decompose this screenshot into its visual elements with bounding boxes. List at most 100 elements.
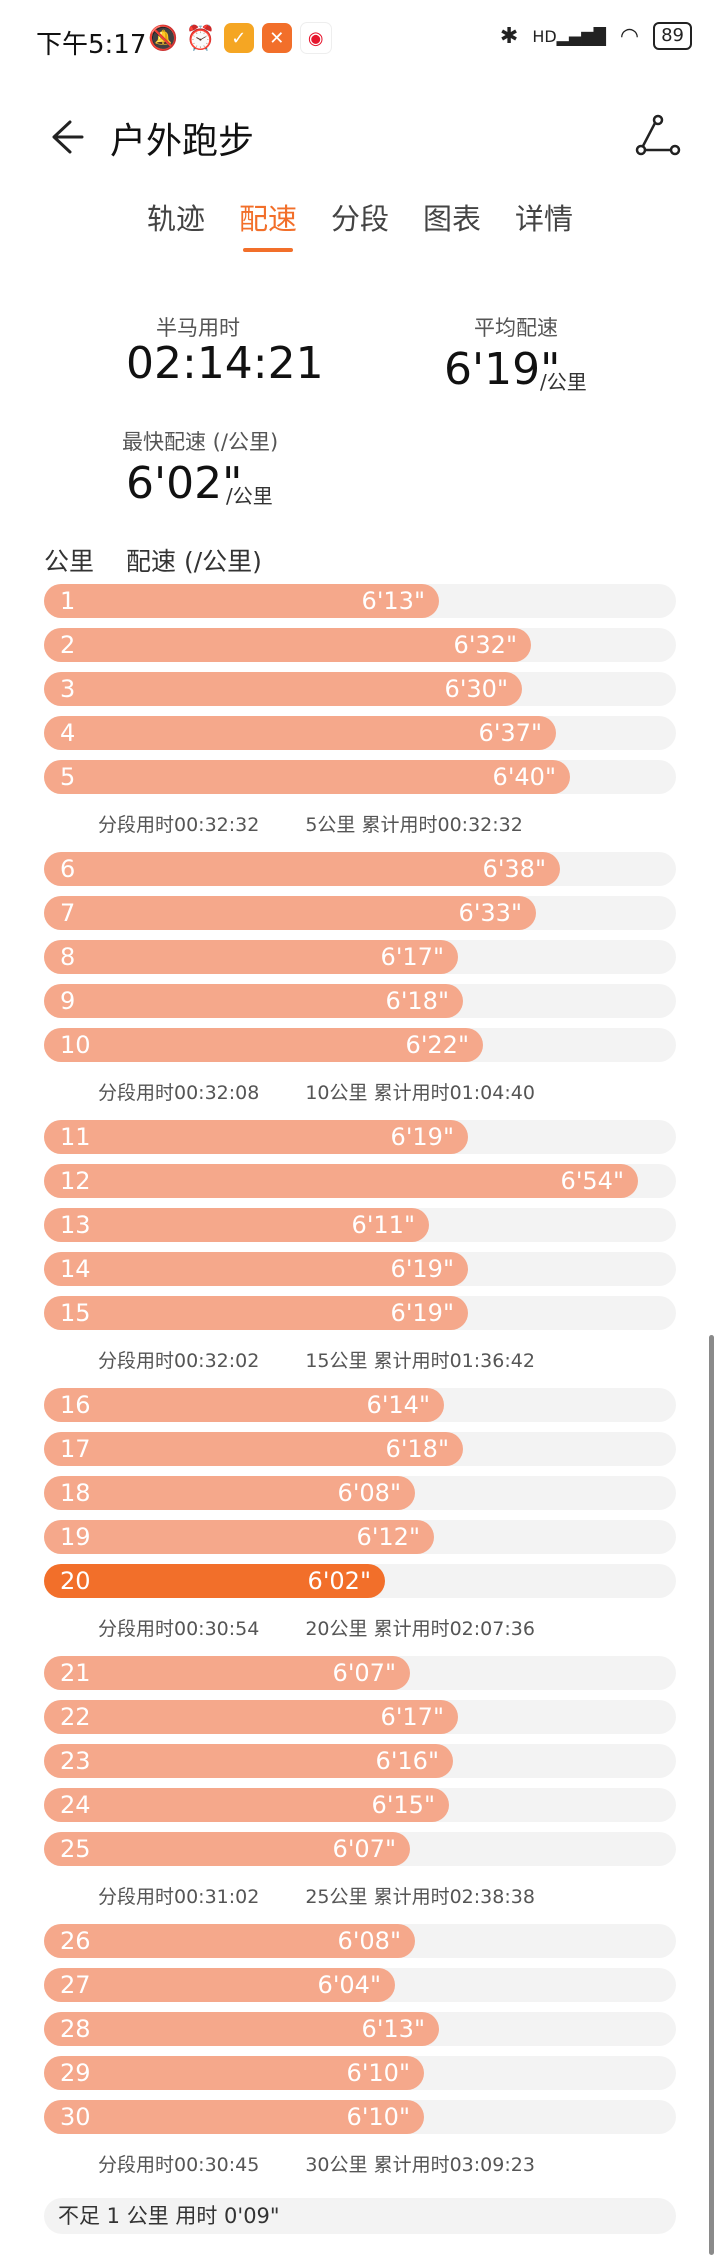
segment-km-mark: 20公里 — [305, 1618, 368, 1640]
split-row[interactable]: 11 6'19" — [44, 1120, 676, 1154]
split-row[interactable]: 12 6'54" — [44, 1164, 676, 1198]
split-row[interactable]: 8 6'17" — [44, 940, 676, 974]
pace-bar: 16 6'14" — [44, 1388, 444, 1422]
split-pace: 6'17" — [380, 943, 444, 971]
split-pace: 6'10" — [346, 2103, 410, 2131]
segment-cumulative: 累计用时01:36:42 — [373, 1350, 535, 1372]
split-row[interactable]: 30 6'10" — [44, 2100, 676, 2134]
split-pace: 6'04" — [317, 1971, 381, 1999]
split-row[interactable]: 18 6'08" — [44, 1476, 676, 1510]
split-km: 27 — [60, 1971, 91, 1999]
fastest-pace-value: 6'02" — [126, 458, 243, 509]
split-row[interactable]: 29 6'10" — [44, 2056, 676, 2090]
pace-bar: 24 6'15" — [44, 1788, 449, 1822]
split-km: 3 — [60, 675, 76, 703]
tab-track[interactable]: 轨迹 — [146, 202, 205, 236]
split-km: 23 — [60, 1747, 91, 1775]
split-row[interactable]: 25 6'07" — [44, 1832, 676, 1866]
weibo-icon: ◉ — [299, 22, 332, 54]
segment-time: 分段用时00:32:02 — [98, 1350, 260, 1372]
split-km: 30 — [60, 2103, 91, 2131]
split-row[interactable]: 20 6'02" — [44, 1564, 676, 1598]
split-pace: 6'10" — [346, 2059, 410, 2087]
split-km: 28 — [60, 2015, 91, 2043]
split-row[interactable]: 3 6'30" — [44, 672, 676, 706]
segment-cumulative: 累计用时02:07:36 — [373, 1618, 535, 1640]
split-row[interactable]: 28 6'13" — [44, 2012, 676, 2046]
pace-bar: 1 6'13" — [44, 584, 439, 618]
back-arrow-icon[interactable] — [40, 112, 90, 162]
alarm-icon: ⏰ — [185, 24, 216, 52]
split-row[interactable]: 27 6'04" — [44, 1968, 676, 2002]
pace-bar: 4 6'37" — [44, 716, 556, 750]
tab-pace[interactable]: 配速 — [239, 196, 297, 252]
split-row[interactable]: 1 6'13" — [44, 584, 676, 618]
split-km: 15 — [60, 1299, 91, 1327]
segment-time: 分段用时00:32:08 — [98, 1082, 260, 1104]
pace-bar: 27 6'04" — [44, 1968, 395, 2002]
split-row[interactable]: 17 6'18" — [44, 1432, 676, 1466]
split-row[interactable]: 4 6'37" — [44, 716, 676, 750]
split-pace: 6'12" — [356, 1523, 420, 1551]
split-row[interactable]: 24 6'15" — [44, 1788, 676, 1822]
mute-bell-icon: 🔕 — [148, 24, 178, 52]
pace-bar: 28 6'13" — [44, 2012, 439, 2046]
split-km: 24 — [60, 1791, 91, 1819]
tab-bar: 轨迹 配速 分段 图表 详情 — [0, 196, 720, 252]
split-row[interactable]: 19 6'12" — [44, 1520, 676, 1554]
pace-bar: 29 6'10" — [44, 2056, 424, 2090]
pace-bar: 10 6'22" — [44, 1028, 483, 1062]
split-km: 7 — [60, 899, 76, 927]
avg-pace-unit: /公里 — [540, 370, 587, 394]
split-row[interactable]: 15 6'19" — [44, 1296, 676, 1330]
split-row[interactable]: 5 6'40" — [44, 760, 676, 794]
notification-icons: 🔕 ⏰ ✓ ✕ ◉ — [148, 22, 332, 54]
split-row[interactable]: 9 6'18" — [44, 984, 676, 1018]
split-row[interactable]: 21 6'07" — [44, 1656, 676, 1690]
segment-summary: 分段用时00:32:32 5公里 累计用时00:32:32 — [98, 810, 523, 837]
split-pace: 6'19" — [390, 1255, 454, 1283]
network-type: HD — [532, 26, 557, 46]
pace-bar: 26 6'08" — [44, 1924, 415, 1958]
segment-cumulative: 累计用时03:09:23 — [373, 2154, 535, 2176]
split-km: 9 — [60, 987, 76, 1015]
split-row[interactable]: 16 6'14" — [44, 1388, 676, 1422]
tab-charts[interactable]: 图表 — [423, 202, 482, 236]
split-row[interactable]: 14 6'19" — [44, 1252, 676, 1286]
split-pace: 6'30" — [444, 675, 508, 703]
split-row[interactable]: 13 6'11" — [44, 1208, 676, 1242]
split-pace: 6'54" — [560, 1167, 624, 1195]
split-km: 25 — [60, 1835, 91, 1863]
split-pace: 6'11" — [351, 1211, 415, 1239]
split-pace: 6'13" — [361, 587, 425, 615]
split-row[interactable]: 6 6'38" — [44, 852, 676, 886]
split-row[interactable]: 22 6'17" — [44, 1700, 676, 1734]
pace-bar: 5 6'40" — [44, 760, 570, 794]
split-km: 14 — [60, 1255, 91, 1283]
pace-bar: 15 6'19" — [44, 1296, 468, 1330]
pace-bar: 3 6'30" — [44, 672, 522, 706]
split-km: 19 — [60, 1523, 91, 1551]
split-pace: 6'15" — [371, 1791, 435, 1819]
avg-pace-label: 平均配速 — [474, 316, 558, 340]
pace-bar: 8 6'17" — [44, 940, 458, 974]
split-km: 13 — [60, 1211, 91, 1239]
split-km: 6 — [60, 855, 76, 883]
split-row[interactable]: 7 6'33" — [44, 896, 676, 930]
scrollbar[interactable] — [709, 1335, 714, 2255]
pace-bar: 11 6'19" — [44, 1120, 468, 1154]
pace-bar: 22 6'17" — [44, 1700, 458, 1734]
split-row[interactable]: 26 6'08" — [44, 1924, 676, 1958]
segment-cumulative: 累计用时00:32:32 — [361, 814, 523, 836]
segment-summary: 分段用时00:30:54 20公里 累计用时02:07:36 — [98, 1614, 535, 1641]
split-row[interactable]: 10 6'22" — [44, 1028, 676, 1062]
segment-time: 分段用时00:30:54 — [98, 1618, 260, 1640]
tab-details[interactable]: 详情 — [515, 202, 574, 236]
pace-bar: 30 6'10" — [44, 2100, 424, 2134]
route-share-icon[interactable] — [632, 110, 684, 162]
tab-segments[interactable]: 分段 — [330, 202, 389, 236]
split-row[interactable]: 2 6'32" — [44, 628, 676, 662]
split-row[interactable]: 23 6'16" — [44, 1744, 676, 1778]
split-pace: 6'18" — [385, 987, 449, 1015]
